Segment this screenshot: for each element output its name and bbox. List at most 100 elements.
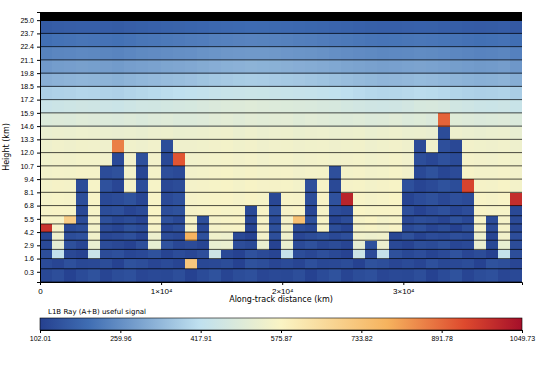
- tick: 8.1: [24, 189, 40, 196]
- heatmap-cell: [76, 86, 88, 100]
- heatmap-cell: [281, 232, 293, 241]
- heatmap-cell: [402, 224, 414, 233]
- heatmap-cell: [498, 224, 510, 233]
- heatmap-cell: [281, 139, 293, 153]
- heatmap-cell: [76, 259, 88, 270]
- heatmap-cell: [426, 12, 438, 21]
- heatmap-cell: [486, 126, 498, 140]
- heatmap-cell: [52, 126, 64, 140]
- heatmap-cell: [64, 224, 76, 233]
- heatmap-cell: [269, 113, 281, 127]
- heatmap-cell: [88, 269, 100, 282]
- heatmap-cell: [124, 20, 136, 34]
- heatmap-cell: [100, 100, 112, 114]
- heatmap-cell: [52, 166, 64, 180]
- heatmap-cell: [402, 100, 414, 114]
- heatmap-cell: [438, 126, 450, 140]
- heatmap-cell: [76, 47, 88, 61]
- heatmap-cell: [317, 139, 329, 153]
- heatmap-cell: [281, 100, 293, 114]
- heatmap-cell: [281, 73, 293, 87]
- heatmap-cell: [257, 153, 269, 167]
- heatmap-cell: [112, 33, 124, 47]
- heatmap-cell: [402, 60, 414, 74]
- heatmap-cell: [450, 139, 462, 153]
- heatmap-cell: [245, 249, 257, 259]
- heatmap-cell: [377, 33, 389, 47]
- tick-label: 14.6: [20, 123, 34, 130]
- heatmap-cell: [389, 47, 401, 61]
- heatmap-cell: [462, 47, 474, 61]
- heatmap-cell: [474, 232, 486, 241]
- heatmap-cell: [112, 166, 124, 180]
- heatmap-cell: [233, 179, 245, 193]
- heatmap-cell: [76, 100, 88, 114]
- heatmap-cell: [305, 224, 317, 233]
- heatmap-cell: [353, 240, 365, 250]
- heatmap-cell: [40, 232, 52, 241]
- heatmap-cell: [52, 33, 64, 47]
- heatmap-cell: [148, 192, 160, 206]
- heatmap-cell: [76, 20, 88, 34]
- heatmap-cell: [450, 259, 462, 270]
- heatmap-cell: [173, 12, 185, 21]
- heatmap-cell: [498, 232, 510, 241]
- tick-label: 19.8: [20, 70, 34, 77]
- heatmap-cell: [389, 179, 401, 193]
- heatmap-cell: [293, 20, 305, 34]
- heatmap-cell: [52, 232, 64, 241]
- heatmap-cell: [462, 100, 474, 114]
- heatmap-cell: [341, 269, 353, 282]
- heatmap-cell: [365, 206, 377, 217]
- heatmap-cell: [438, 86, 450, 100]
- heatmap-cell: [233, 153, 245, 167]
- heatmap-cell: [245, 192, 257, 206]
- heatmap-cell: [462, 240, 474, 250]
- heatmap-cell: [52, 12, 64, 21]
- heatmap-cell: [329, 206, 341, 217]
- heatmap-cell: [88, 33, 100, 47]
- heatmap-cell: [257, 12, 269, 21]
- heatmap-cell: [221, 240, 233, 250]
- heatmap-cell: [161, 139, 173, 153]
- heatmap-cell: [148, 206, 160, 217]
- heatmap-cell: [498, 12, 510, 21]
- heatmap-cell: [341, 192, 353, 206]
- heatmap-cell: [462, 269, 474, 282]
- heatmap-cell: [100, 86, 112, 100]
- heatmap-cell: [40, 100, 52, 114]
- tick-mark: [37, 47, 40, 48]
- heatmap-cell: [161, 179, 173, 193]
- heatmap-cell: [245, 86, 257, 100]
- heatmap-cell: [353, 100, 365, 114]
- heatmap-cell: [281, 179, 293, 193]
- heatmap-cell: [305, 126, 317, 140]
- heatmap-cell: [221, 153, 233, 167]
- heatmap-cell: [197, 86, 209, 100]
- heatmap-cell: [450, 12, 462, 21]
- heatmap-cell: [510, 192, 522, 206]
- heatmap-cell: [414, 166, 426, 180]
- heatmap-cell: [64, 73, 76, 87]
- heatmap-cell: [402, 153, 414, 167]
- heatmap-cell: [293, 192, 305, 206]
- heatmap-cell: [486, 100, 498, 114]
- heatmap-cell: [185, 20, 197, 34]
- heatmap-cell: [365, 249, 377, 259]
- tick-label: 23.7: [20, 30, 34, 37]
- heatmap-cell: [293, 269, 305, 282]
- heatmap-cell: [124, 47, 136, 61]
- heatmap-cell: [414, 240, 426, 250]
- heatmap-cell: [112, 216, 124, 225]
- heatmap-cell: [76, 73, 88, 87]
- heatmap-cell: [112, 100, 124, 114]
- heatmap-cell: [293, 100, 305, 114]
- heatmap-cell: [257, 224, 269, 233]
- heatmap-cell: [100, 60, 112, 74]
- tick: 15.9: [20, 110, 40, 117]
- heatmap-cell: [510, 166, 522, 180]
- heatmap-cell: [64, 60, 76, 74]
- tick-mark: [282, 282, 283, 285]
- heatmap-cell: [281, 20, 293, 34]
- heatmap-cell: [305, 232, 317, 241]
